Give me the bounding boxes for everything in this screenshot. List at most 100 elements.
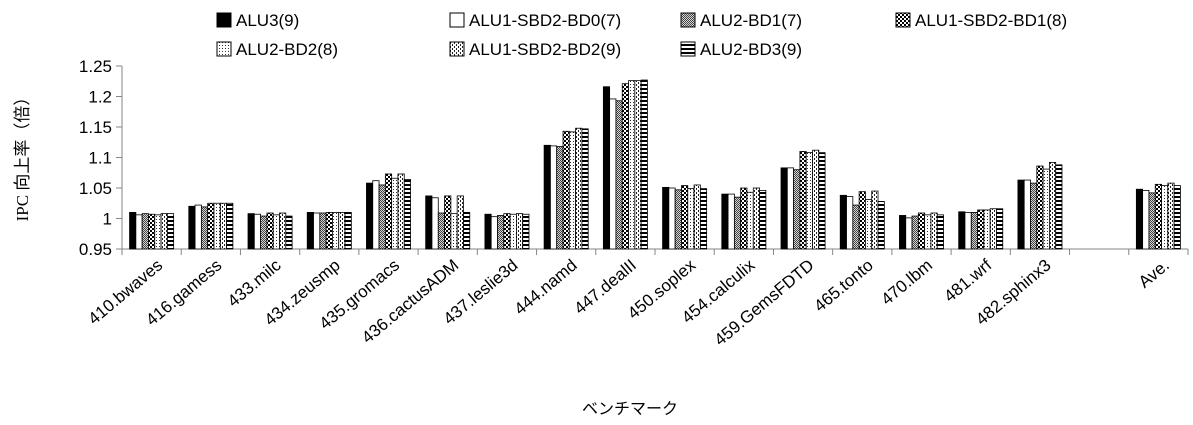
- bar-435-gromacs-s3: [384, 173, 393, 250]
- bar-435-gromacs-s6: [403, 179, 411, 250]
- bar-433-milc-s2: [260, 215, 268, 250]
- legend-label: ALU2-BD2(8): [236, 40, 338, 59]
- bar-444-namd-s1: [550, 145, 558, 250]
- bar-454-calculix-s1: [727, 193, 735, 250]
- bar-416-gamess-s2: [200, 206, 209, 250]
- bar-Ave--s0: [1135, 188, 1144, 250]
- bar-410-bwaves-s1: [135, 214, 143, 250]
- bar-437-leslie3d-s6: [522, 213, 530, 250]
- bar-410-bwaves-s5: [160, 213, 168, 250]
- bar-465-tonto-s3: [858, 191, 866, 250]
- x-tick-label: 481.wrf: [940, 255, 995, 306]
- y-tick-label: 1.05: [79, 179, 112, 198]
- bar-482-sphinx3-s2: [1030, 182, 1038, 250]
- bar-447-dealII-s3: [621, 83, 629, 250]
- bar-436-cactusADM-s6: [463, 211, 471, 250]
- legend: ALU3(9) ALU1-SBD2-BD0(7) ALU2-BD1(7) ALU1-S…: [216, 11, 1067, 59]
- bar-459-GemsFDTD-s0: [780, 167, 788, 250]
- bar-482-sphinx3-s0: [1017, 179, 1025, 250]
- bar-470-lbm-s2: [911, 215, 919, 250]
- bar-435-gromacs-s4: [391, 177, 399, 250]
- bar-433-milc-s3: [266, 212, 274, 250]
- bar-459-GemsFDTD-s2: [793, 169, 801, 250]
- bar-454-calculix-s4: [746, 191, 754, 250]
- bar-434-zeusmp-s4: [332, 211, 340, 250]
- bar-434-zeusmp-s6: [344, 211, 352, 250]
- x-tick-label: 444.namd: [511, 256, 581, 319]
- bar-444-namd-s6: [581, 128, 589, 250]
- legend-swatch: [449, 41, 465, 57]
- bar-416-gamess-s5: [219, 202, 227, 250]
- x-axis-category-labels: 410.bwaves416.gamess433.milc434.zeusmp43…: [84, 249, 1189, 350]
- bar-436-cactusADM-s1: [431, 197, 439, 250]
- y-tick-label: 1.2: [88, 88, 112, 107]
- bar-481-wrf-s3: [977, 209, 985, 250]
- bar-435-gromacs-s1: [372, 180, 380, 250]
- bar-459-GemsFDTD-s5: [812, 149, 820, 250]
- bar-433-milc-s1: [253, 213, 262, 250]
- bar-481-wrf-s6: [996, 208, 1004, 250]
- y-axis-title: IPC 向上率（倍）: [13, 89, 32, 222]
- bar-447-dealII-s6: [640, 79, 648, 250]
- legend-label: ALU1-SBD2-BD2(9): [469, 40, 621, 59]
- bar-437-leslie3d-s5: [515, 213, 524, 250]
- bar-465-tonto-s5: [871, 190, 879, 250]
- bar-450-soplex-s4: [687, 188, 695, 250]
- legend-label: ALU2-BD3(9): [700, 40, 802, 59]
- bar-447-dealII-s1: [609, 98, 617, 250]
- bar-481-wrf-s4: [983, 209, 991, 250]
- bar-437-leslie3d-s4: [509, 213, 517, 250]
- legend-swatch: [216, 12, 232, 28]
- bar-410-bwaves-s2: [141, 213, 149, 250]
- bar-410-bwaves-s0: [129, 211, 137, 250]
- bar-465-tonto-s0: [839, 194, 847, 250]
- bar-416-gamess-s6: [226, 202, 234, 250]
- bar-435-gromacs-s0: [366, 182, 374, 250]
- bar-450-soplex-s1: [668, 187, 676, 250]
- bar-482-sphinx3-s1: [1023, 179, 1031, 250]
- bar-Ave--s4: [1161, 185, 1169, 250]
- x-tick-label: Ave.: [1135, 256, 1173, 292]
- bar-Ave--s1: [1142, 190, 1150, 250]
- bar-433-milc-s4: [272, 214, 280, 250]
- bar-416-gamess-s0: [188, 205, 196, 250]
- bar-444-namd-s0: [543, 144, 551, 250]
- y-tick-label: 1.15: [79, 118, 112, 137]
- legend-label: ALU3(9): [236, 11, 299, 30]
- bar-groups: [129, 79, 1181, 250]
- bar-459-GemsFDTD-s6: [818, 152, 826, 250]
- bar-450-soplex-s2: [674, 189, 682, 250]
- bar-416-gamess-s1: [194, 204, 202, 250]
- bar-481-wrf-s1: [964, 211, 972, 250]
- bar-444-namd-s5: [575, 127, 583, 250]
- bar-447-dealII-s5: [634, 80, 642, 250]
- bar-436-cactusADM-s2: [437, 212, 445, 250]
- bar-465-tonto-s4: [865, 199, 873, 250]
- bar-434-zeusmp-s3: [325, 211, 333, 250]
- bar-481-wrf-s0: [958, 211, 966, 250]
- bar-454-calculix-s6: [759, 190, 767, 250]
- bar-416-gamess-s4: [213, 202, 221, 250]
- bar-Ave--s5: [1167, 182, 1175, 250]
- bar-437-leslie3d-s1: [490, 216, 498, 250]
- x-axis-title: ベンチマーク: [582, 399, 678, 418]
- bar-410-bwaves-s6: [166, 213, 175, 250]
- bar-470-lbm-s0: [899, 215, 907, 250]
- x-tick-label: 459.GemsFDTD: [711, 256, 818, 350]
- bar-Ave--s6: [1173, 185, 1181, 250]
- bar-447-dealII-s2: [615, 100, 623, 250]
- bar-436-cactusADM-s5: [456, 195, 464, 250]
- bar-482-sphinx3-s6: [1055, 164, 1063, 250]
- bar-410-bwaves-s4: [154, 214, 162, 250]
- bar-459-GemsFDTD-s3: [799, 150, 807, 250]
- legend-swatch: [680, 41, 696, 57]
- legend-label: ALU2-BD1(7): [700, 11, 802, 30]
- bar-481-wrf-s5: [989, 208, 997, 250]
- bar-450-soplex-s0: [662, 186, 670, 250]
- bar-444-namd-s2: [556, 146, 564, 250]
- y-axis-ticks: 0.95 1 1.05 1.1 1.15 1.2 1.25: [79, 57, 122, 259]
- bar-454-calculix-s2: [733, 196, 742, 250]
- legend-swatch: [680, 12, 696, 28]
- bar-435-gromacs-s5: [397, 173, 405, 250]
